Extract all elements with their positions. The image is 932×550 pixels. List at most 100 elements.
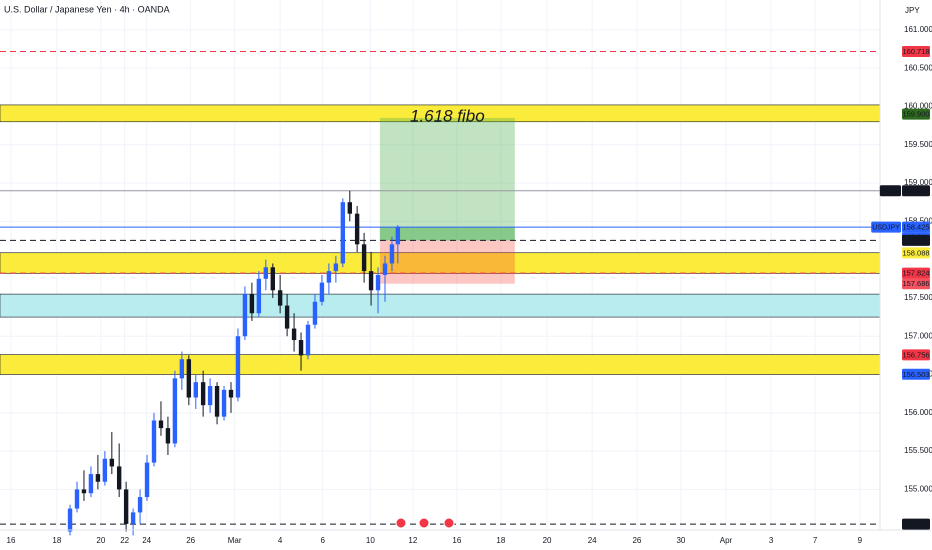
- candle-body: [382, 263, 388, 275]
- event-icon[interactable]: [418, 517, 430, 529]
- candle-body: [158, 420, 164, 429]
- price-badge: [902, 368, 930, 380]
- x-tick-label: 3: [769, 536, 774, 545]
- price-badge: [902, 247, 930, 259]
- price-badge-tag: [871, 221, 901, 233]
- candle-body: [270, 267, 275, 291]
- x-tick-label: 18: [496, 536, 505, 545]
- y-tick-label: 157.000: [904, 331, 932, 340]
- y-tick-label: 156.000: [904, 408, 932, 417]
- price-badge: [902, 278, 930, 290]
- candle-body: [172, 378, 178, 444]
- candle-body: [347, 202, 352, 214]
- annotation: 1.618 fibo: [410, 106, 485, 125]
- x-tick-label: Mar: [228, 536, 242, 545]
- candle-body: [298, 340, 304, 356]
- x-tick-label: 6: [320, 536, 325, 545]
- x-tick-label: 9: [858, 536, 863, 545]
- candle-body: [221, 389, 227, 417]
- candle-body: [137, 497, 143, 513]
- candle-body: [74, 489, 80, 509]
- profit-zone: [379, 117, 515, 241]
- candle-body: [333, 263, 339, 272]
- x-tick-label: 16: [452, 536, 461, 545]
- candle-body: [81, 489, 87, 494]
- candle-body: [277, 290, 283, 306]
- candle-body: [305, 324, 311, 356]
- candle-body: [102, 458, 108, 482]
- price-badge-label: 158.425: [902, 223, 929, 232]
- y-tick-label: 159.500: [904, 140, 932, 149]
- price-badge: [902, 185, 930, 197]
- y-tick-label: 157.500: [904, 293, 932, 302]
- candle-body: [130, 512, 136, 524]
- candle-body: [144, 462, 150, 498]
- y-tick-label: 159.000: [904, 178, 932, 187]
- x-tick-label: 30: [676, 536, 685, 545]
- price-badge-label: 158.088: [902, 248, 929, 257]
- candle-body: [361, 244, 367, 272]
- price-badge-tag: [879, 185, 901, 197]
- candle-body: [291, 328, 297, 341]
- price-badge: [902, 108, 930, 120]
- candle-body: [354, 213, 360, 245]
- loss-zone: [379, 240, 515, 284]
- candle-body: [340, 202, 346, 264]
- candle-body: [151, 420, 157, 463]
- price-badge: [902, 234, 930, 246]
- price-badge-label: 158.252: [902, 236, 929, 245]
- candle-body: [123, 489, 129, 524]
- price-badge: [902, 518, 930, 530]
- price-badge-label: 154.547: [902, 520, 929, 529]
- y-tick-label: 161.000: [904, 25, 932, 34]
- x-tick-label: 16: [7, 536, 16, 545]
- price-badge: [902, 349, 930, 361]
- candle-body: [67, 508, 73, 532]
- price-badge-tag-label: USDJPY: [872, 224, 900, 231]
- candle-body: [249, 294, 255, 314]
- candle-body: [186, 359, 192, 398]
- x-tick-label: 10: [366, 536, 375, 545]
- y-tick-label: 160.500: [904, 63, 932, 72]
- candle-body: [242, 294, 248, 337]
- candle-body: [395, 226, 401, 245]
- x-tick-label: 4: [278, 536, 283, 545]
- candle-body: [256, 278, 262, 314]
- y-tick-label: 158.500: [904, 216, 932, 225]
- zone: [0, 354, 881, 375]
- y-tick-label: 155.000: [904, 485, 932, 494]
- event-icon[interactable]: [395, 517, 407, 529]
- price-badge: [902, 221, 930, 233]
- plot: 1.618 fibo: [0, 0, 881, 536]
- price-badge-label: 156.503: [902, 370, 929, 379]
- price-badge-label: 157.824: [902, 269, 929, 278]
- event-icon[interactable]: [443, 517, 455, 529]
- price-badge-tag-label: High: [883, 188, 898, 195]
- candle-body: [88, 474, 94, 494]
- open-profit: [379, 227, 515, 241]
- zone: [0, 293, 881, 318]
- x-tick-label: 20: [543, 536, 552, 545]
- x-tick-label: 7: [813, 536, 818, 545]
- x-tick-label: Apr: [720, 536, 733, 545]
- x-tick-label: 20: [96, 536, 105, 545]
- candle-body: [375, 274, 381, 291]
- x-tick-label: 24: [588, 536, 597, 545]
- candle-body: [326, 271, 332, 283]
- candle-body: [228, 389, 234, 398]
- candle-body: [319, 282, 325, 302]
- candle-body: [193, 382, 198, 398]
- currency-label: JPY: [905, 6, 920, 15]
- candle-body: [284, 305, 290, 329]
- price-badge: [902, 45, 930, 57]
- candle-body: [207, 386, 213, 406]
- candle-body: [389, 244, 395, 264]
- candle-body: [95, 474, 101, 482]
- candle-body: [214, 386, 220, 417]
- candle-body: [165, 428, 171, 444]
- candle-body: [368, 271, 374, 291]
- x-tick-label: 24: [142, 536, 151, 545]
- candle-body: [263, 267, 269, 279]
- candle-body: [116, 466, 122, 490]
- x-tick-label: 22: [120, 536, 129, 545]
